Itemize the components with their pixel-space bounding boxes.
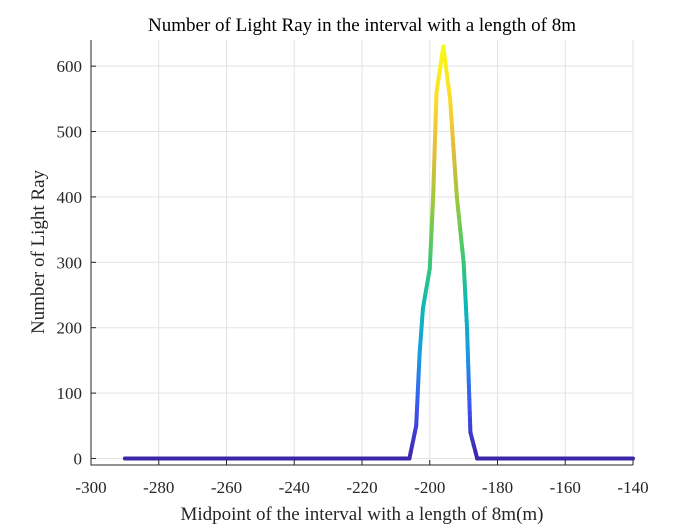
- y-axis-ticks: 0 100 200 300 400 500 600: [57, 57, 96, 468]
- x-tick-label: -200: [414, 478, 445, 497]
- x-tick-label: -180: [482, 478, 513, 497]
- x-tick-label: -140: [617, 478, 648, 497]
- y-tick-label: 300: [57, 253, 83, 272]
- chart-title: Number of Light Ray in the interval with…: [148, 15, 576, 36]
- y-tick-label: 400: [57, 188, 83, 207]
- x-tick-label: -160: [550, 478, 581, 497]
- x-tick-label: -280: [143, 478, 174, 497]
- x-tick-label: -220: [346, 478, 377, 497]
- x-axis-ticks: -300 -280 -260 -240 -220 -200 -180 -160 -140: [75, 460, 649, 497]
- data-line: [122, 44, 635, 461]
- x-tick-label: -240: [279, 478, 310, 497]
- y-tick-label: 500: [57, 123, 83, 142]
- y-tick-label: 600: [57, 57, 83, 76]
- x-axis-label: Midpoint of the interval with a length o…: [180, 504, 543, 525]
- x-tick-label: -260: [211, 478, 242, 497]
- grid: [90, 40, 634, 465]
- y-tick-label: 200: [57, 319, 83, 338]
- y-axis-label: Number of Light Ray: [28, 169, 49, 334]
- y-tick-label: 0: [74, 449, 83, 468]
- x-tick-label: -300: [75, 478, 106, 497]
- y-tick-label: 100: [57, 384, 83, 403]
